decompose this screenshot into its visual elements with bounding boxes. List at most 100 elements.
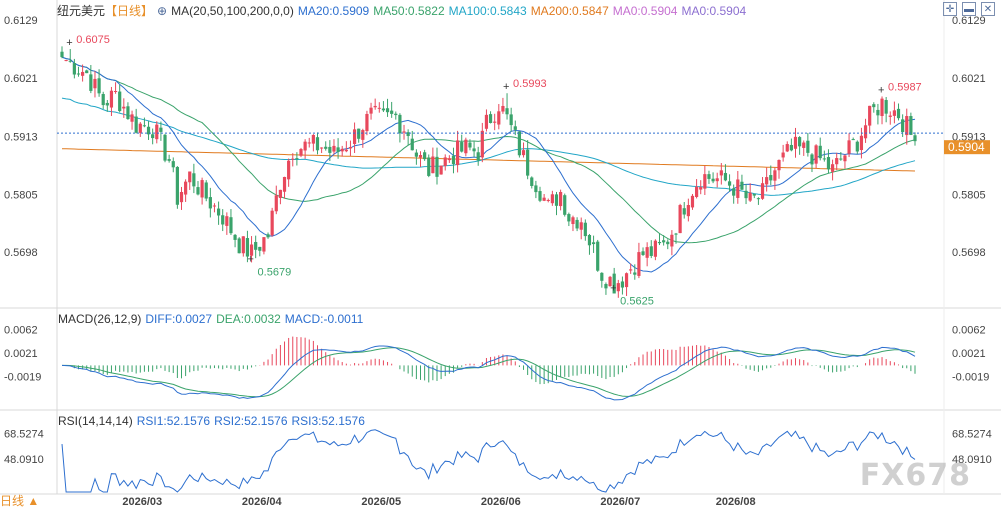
high-label: 0.5987: [888, 81, 922, 93]
candle-body: [101, 94, 105, 106]
candle-body: [324, 146, 328, 149]
candle-body: [554, 194, 559, 206]
candle-body: [315, 137, 320, 151]
candle-body: [587, 234, 592, 246]
ma20-value: MA20:0.5909: [297, 4, 370, 18]
candle-body: [97, 78, 101, 94]
candle-body: [451, 155, 456, 165]
candle-body: [118, 91, 122, 112]
candle-body: [822, 158, 826, 160]
candle-body: [216, 208, 221, 216]
candle-body: [274, 195, 278, 212]
candle-body: [179, 191, 184, 203]
candle-body: [385, 108, 390, 113]
candle-body: [336, 147, 340, 152]
y-tick-right: 0.6129: [952, 15, 986, 27]
y-tick-left: 0.5913: [4, 131, 38, 143]
candle-body: [711, 178, 715, 182]
candle-body: [546, 199, 550, 201]
zoom-out-icon[interactable]: ▬: [962, 2, 976, 16]
candle-body: [377, 107, 381, 109]
candle-body: [847, 140, 851, 154]
candle-body: [641, 251, 645, 255]
candle-body: [645, 247, 649, 258]
candle-body: [662, 240, 666, 243]
candle-body: [60, 51, 64, 58]
y-tick-left: 0.6129: [4, 15, 38, 27]
macd-diff-value: DIFF:0.0027: [145, 312, 213, 326]
candle-body: [567, 214, 571, 222]
candle-body: [369, 107, 373, 114]
candle-body: [72, 63, 76, 75]
candle-body: [624, 273, 629, 288]
candle-body: [901, 119, 905, 133]
candle-body: [340, 148, 344, 152]
timeframe-selector[interactable]: 日线 ▲: [0, 494, 40, 508]
extreme-marker: +: [503, 81, 509, 93]
candle-body: [538, 191, 542, 201]
candle-body: [736, 179, 740, 198]
macd-y-tick-left: 0.0021: [4, 348, 38, 360]
candle-body: [332, 145, 336, 152]
candle-body: [85, 70, 89, 74]
candle-body: [884, 100, 888, 114]
candle-body: [64, 60, 68, 62]
candle-body: [777, 159, 781, 171]
candle-body: [678, 205, 682, 234]
candle-body: [876, 109, 880, 116]
settings-icon[interactable]: ⊕: [157, 4, 168, 18]
candle-body: [608, 276, 612, 287]
candle-body: [299, 149, 303, 156]
crosshair-icon[interactable]: ✛: [943, 2, 957, 16]
candle-body: [707, 174, 711, 179]
candle-body: [122, 106, 126, 109]
macd-dea-value: DEA:0.0032: [216, 312, 281, 326]
ma20-line: [61, 56, 916, 273]
candle-body: [344, 149, 348, 152]
candle-body: [163, 134, 167, 161]
candle-body: [880, 98, 884, 117]
candle-body: [493, 121, 497, 123]
rsi1-value: RSI1:52.1576: [136, 414, 211, 428]
candle-body: [563, 195, 567, 215]
candle-body: [229, 217, 233, 234]
candle-body: [431, 156, 435, 174]
candle-body: [773, 170, 777, 181]
last-price-label: 0.5904: [948, 140, 985, 154]
y-tick-left: 0.5698: [4, 247, 38, 259]
candle-body: [464, 139, 468, 154]
candle-body: [204, 182, 208, 199]
ma100-value: MA100:0.5843: [448, 4, 527, 18]
candle-body: [633, 272, 637, 275]
ma0a-value: MA0:0.5904: [612, 4, 678, 18]
candle-body: [245, 238, 250, 257]
candle-body: [159, 127, 163, 132]
candle-body: [666, 241, 670, 245]
candle-body: [851, 139, 855, 141]
candle-body: [307, 142, 311, 144]
candle-body: [270, 210, 274, 236]
candle-body: [93, 78, 97, 89]
candle-body: [381, 108, 386, 111]
rsi-title: RSI(14,14,14): [58, 414, 133, 428]
close-icon[interactable]: ✕: [981, 2, 995, 16]
candle-body: [501, 105, 505, 112]
x-tick: 2026/04: [242, 496, 283, 508]
candle-body: [365, 113, 369, 132]
candle-body: [826, 157, 831, 170]
candle-body: [146, 126, 151, 135]
low-label: 0.5679: [258, 266, 292, 278]
candle-body: [184, 181, 188, 195]
candle-body: [583, 222, 587, 237]
macd-y-tick-right: 0.0021: [952, 348, 986, 360]
macd-hist-value: MACD:-0.0011: [284, 312, 364, 326]
candle-body: [748, 192, 752, 201]
x-tick: 2026/03: [122, 496, 162, 508]
rsi-line: [61, 429, 916, 493]
candle-body: [278, 189, 283, 198]
candle-body: [859, 135, 864, 151]
ma50-line: [61, 56, 916, 244]
high-label: 0.6075: [76, 34, 110, 46]
ma200-value: MA200:0.5847: [530, 4, 609, 18]
candle-body: [266, 234, 270, 238]
